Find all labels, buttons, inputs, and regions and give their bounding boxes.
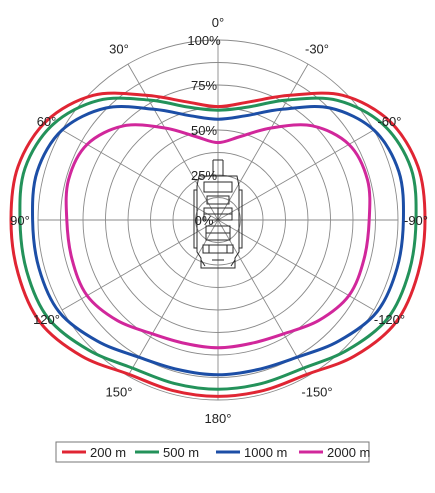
legend-label: 2000 m: [327, 445, 370, 460]
angle-tick-label: -60°: [377, 114, 401, 129]
angle-tick-label: -30°: [305, 42, 329, 57]
legend-label: 500 m: [163, 445, 199, 460]
angle-tick-label: -90°: [404, 213, 428, 228]
grid-spoke: [217, 219, 375, 311]
legend-label: 200 m: [90, 445, 126, 460]
angle-tick-labels: 0° 30° -30° 60° -60° 90° -90° 120° -120° 150° -150…: [10, 15, 428, 426]
angle-tick-label: 90°: [10, 213, 30, 228]
grid-spoke: [217, 129, 375, 221]
angle-tick-label: -150°: [301, 384, 332, 399]
angle-tick-label: 30°: [109, 42, 129, 57]
series-line-500-m: [18, 96, 418, 391]
angle-tick-label: 0°: [212, 15, 224, 30]
grid-spoke: [61, 219, 219, 311]
series-lines: [9, 91, 427, 398]
legend-box: [55, 441, 370, 463]
radial-tick-label: 50%: [191, 123, 217, 138]
radial-tick-labels: 0% 25% 50% 75% 100%: [187, 33, 221, 228]
angle-tick-label: 60°: [37, 114, 57, 129]
grid-spoke: [217, 63, 309, 221]
series-line-2000-m: [64, 123, 372, 350]
series-line-200-m: [9, 91, 427, 398]
vehicle-top-view: [193, 159, 243, 269]
angle-tick-label: 150°: [106, 384, 133, 399]
radial-tick-label: 75%: [191, 78, 217, 93]
radial-tick-label: 25%: [191, 168, 217, 183]
grid-spoke: [127, 219, 219, 377]
angle-tick-label: 180°: [205, 411, 232, 426]
angle-tick-label: 120°: [33, 312, 60, 327]
legend-label: 1000 m: [244, 445, 287, 460]
radial-tick-label: 100%: [187, 33, 221, 48]
grid-spoke: [217, 219, 309, 377]
grid-spoke: [127, 63, 219, 221]
radial-tick-label: 0%: [195, 213, 214, 228]
series-line-1000-m: [31, 105, 405, 377]
angle-tick-label: -120°: [374, 312, 405, 327]
legend: 200 m 500 m 1000 m 2000 m: [55, 441, 370, 463]
